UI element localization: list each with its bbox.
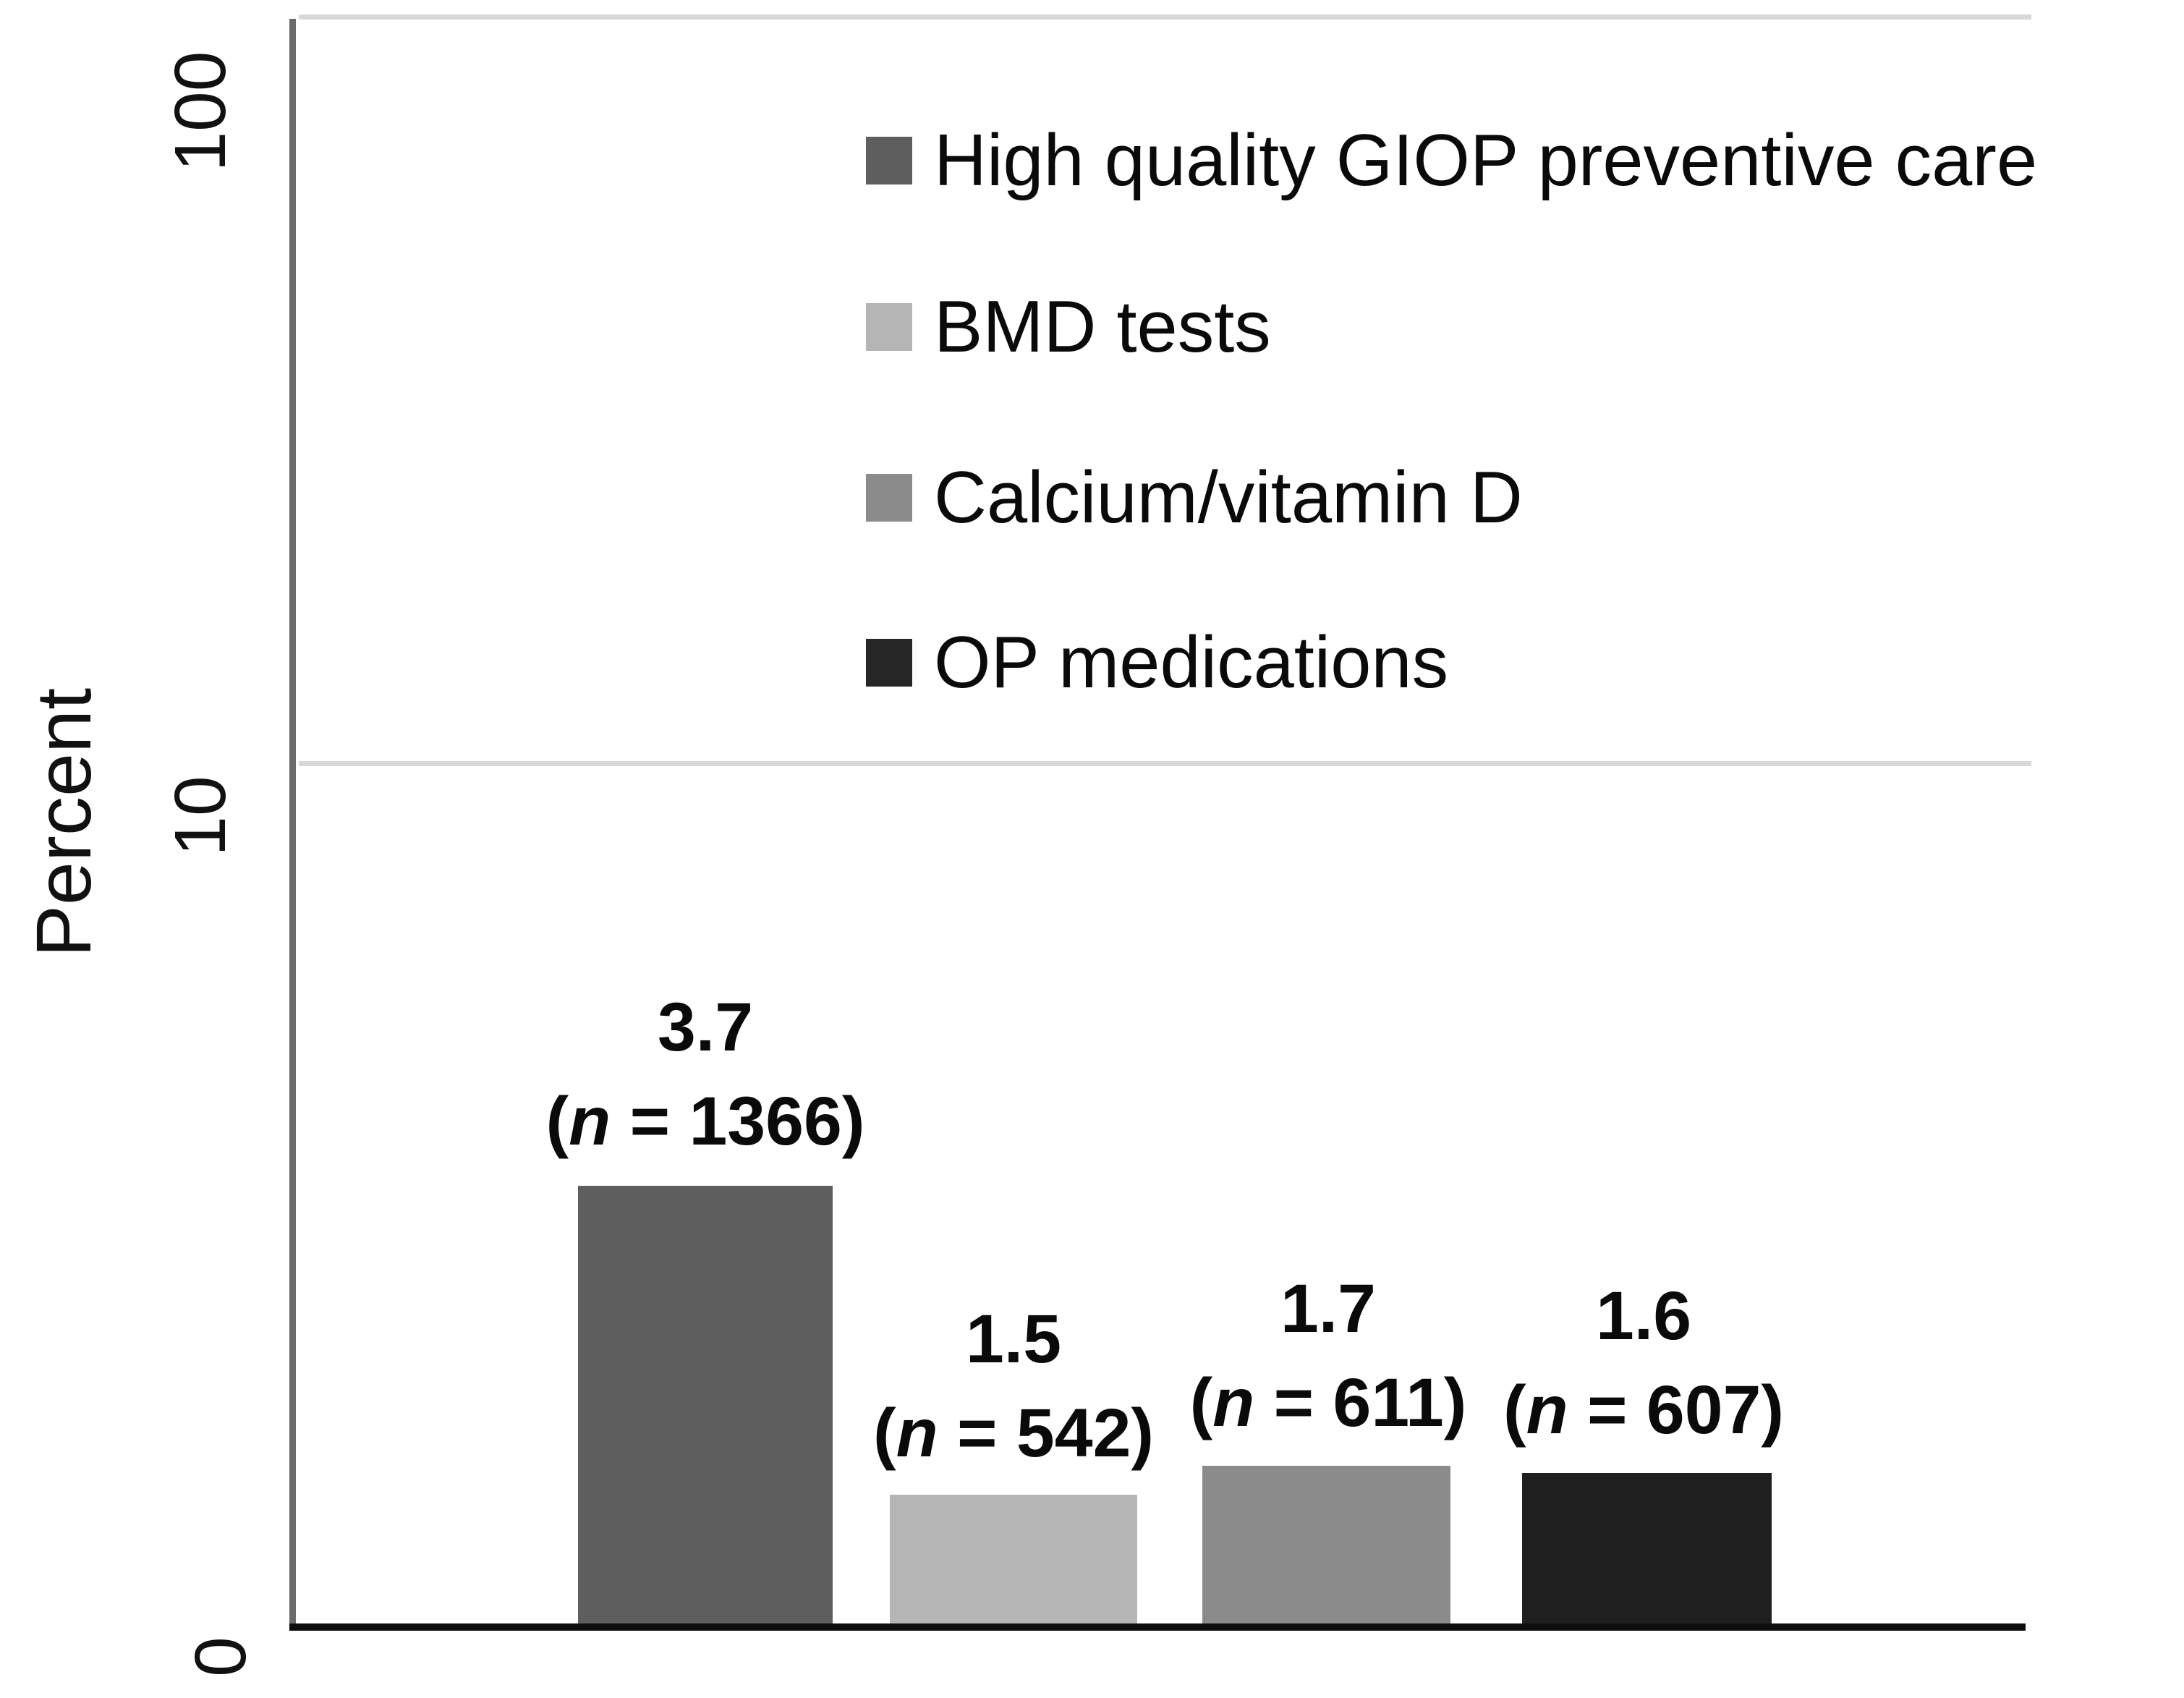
legend-swatch-high-quality-giop	[866, 137, 912, 184]
legend-item-bmd-tests: BMD tests	[866, 284, 1271, 370]
bar-label-op-medications: 1.6 (n = 607)	[1503, 1269, 1784, 1457]
bar-value: 3.7	[657, 989, 754, 1066]
y-tick-0: 0	[180, 1637, 261, 1677]
bar-n-count: (n = 611)	[1189, 1364, 1467, 1441]
y-tick-10: 10	[160, 776, 241, 857]
bar-calcium-vitamin-d	[1202, 1466, 1450, 1623]
bar-value: 1.6	[1595, 1278, 1692, 1354]
bar-bmd-tests	[890, 1495, 1137, 1623]
legend-label: High quality GIOP preventive care	[934, 119, 2038, 201]
x-axis-line	[289, 1623, 2026, 1631]
legend-item-op-medications: OP medications	[866, 619, 1448, 706]
bar-n-count: (n = 542)	[872, 1395, 1155, 1472]
bar-label-high-quality-giop: 3.7 (n = 1366)	[546, 980, 865, 1168]
legend-item-calcium-vitamin-d: Calcium/vitamin D	[866, 454, 1523, 541]
y-tick-100: 100	[160, 51, 241, 172]
bar-op-medications	[1522, 1473, 1772, 1623]
bar-label-bmd-tests: 1.5 (n = 542)	[873, 1292, 1154, 1480]
legend-label: BMD tests	[934, 286, 1271, 368]
gridline-10	[299, 761, 2031, 766]
legend-swatch-calcium-vitamin-d	[866, 474, 912, 522]
gridline-100	[299, 14, 2031, 20]
y-axis-line	[289, 19, 296, 1630]
bar-value: 1.5	[965, 1301, 1062, 1377]
y-axis-title: Percent	[20, 687, 107, 958]
bar-high-quality-giop	[578, 1186, 833, 1623]
legend-swatch-bmd-tests	[866, 303, 912, 351]
bar-value: 1.7	[1280, 1270, 1377, 1347]
legend-label: Calcium/vitamin D	[934, 457, 1523, 538]
bar-n-count: (n = 1366)	[545, 1083, 865, 1160]
legend-item-high-quality-giop: High quality GIOP preventive care	[866, 117, 2037, 204]
bar-n-count: (n = 607)	[1503, 1372, 1785, 1448]
bar-label-calcium-vitamin-d: 1.7 (n = 611)	[1190, 1262, 1467, 1450]
legend-swatch-op-medications	[866, 639, 912, 687]
legend-label: OP medications	[934, 621, 1449, 703]
